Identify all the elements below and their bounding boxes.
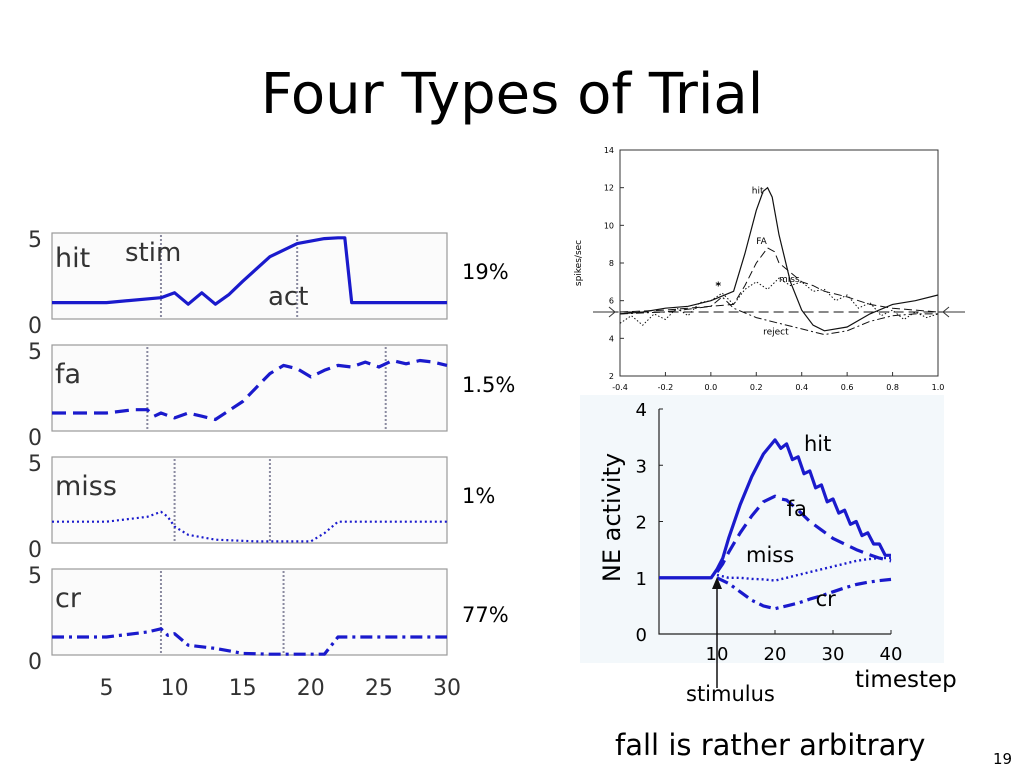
spike-xtick-0: -0.4 <box>612 383 628 392</box>
ne-label-fa: fa <box>787 497 807 521</box>
ne-series-fa <box>715 494 892 574</box>
ne-ytick-0: 0 <box>636 625 647 646</box>
spike-xtick-7: 1.0 <box>932 383 945 392</box>
spike-label-miss: miss <box>779 275 800 285</box>
spike-ytick-4: 4 <box>609 334 614 343</box>
spike-series-hit <box>619 186 939 332</box>
ne-ytick-2: 2 <box>636 513 647 534</box>
baseline-arrow-right <box>942 306 965 318</box>
cr-percentage: 77% <box>462 603 509 627</box>
ne-chart-background <box>580 395 944 663</box>
hit-ytick-0: 0 <box>28 314 42 339</box>
act-annotation: act <box>268 282 308 312</box>
spike-ytick-14: 14 <box>604 146 614 155</box>
xtick-15: 15 <box>229 676 257 701</box>
cr-series-line <box>52 627 447 656</box>
spike-xtick-5: 0.6 <box>841 383 854 392</box>
fa-percentage: 1.5% <box>462 373 516 397</box>
fa-label: fa <box>55 359 81 390</box>
spike-label-hit: hit <box>752 186 764 196</box>
spike-xtick-6: 0.8 <box>886 383 899 392</box>
ne-label-cr: cr <box>816 587 837 611</box>
ne-ylabel: NE activity <box>598 453 626 582</box>
slide-title: Four Types of Trial <box>260 62 764 127</box>
fa-ytick-5: 5 <box>28 340 42 365</box>
spike-label-reject: reject <box>763 328 789 338</box>
ne-xtick-40: 40 <box>880 644 903 665</box>
spike-xtick-1: -0.2 <box>658 383 674 392</box>
hit-ytick-5: 5 <box>28 228 42 253</box>
miss-label: miss <box>55 471 117 502</box>
hit-label: hit <box>55 243 90 274</box>
hit-percentage: 19% <box>462 260 509 284</box>
miss-series-line <box>52 510 447 543</box>
spike-ytick-12: 12 <box>604 184 614 193</box>
xtick-20: 20 <box>297 676 325 701</box>
spike-ytick-8: 8 <box>609 259 614 268</box>
cr-panel-frame <box>51 568 448 656</box>
xtick-10: 10 <box>161 676 189 701</box>
spike-axes-frame <box>619 149 939 377</box>
xtick-25: 25 <box>365 676 393 701</box>
cr-ytick-0: 0 <box>28 650 42 675</box>
stimulus-arrowhead <box>712 576 722 589</box>
stimulus-annotation: stimulus <box>686 682 775 706</box>
miss-ytick-5: 5 <box>28 452 42 477</box>
spike-xtick-2: 0.0 <box>704 383 717 392</box>
cr-ytick-5: 5 <box>28 564 42 589</box>
fa-series-line <box>52 358 448 422</box>
slide-number: 19 <box>993 750 1013 768</box>
fa-ytick-0: 0 <box>28 426 42 451</box>
ne-ytick-1: 1 <box>636 569 647 590</box>
spike-ytick-10: 10 <box>604 221 614 230</box>
miss-ytick-0: 0 <box>28 538 42 563</box>
fa-panel-frame <box>51 344 448 432</box>
spike-label-FA: FA <box>756 237 767 247</box>
ne-label-miss: miss <box>746 543 794 567</box>
ne-xlabel: timestep <box>855 667 957 693</box>
miss-panel-frame <box>51 456 448 544</box>
spike-asterisk: * <box>715 279 721 292</box>
spike-xtick-3: 0.2 <box>750 383 763 392</box>
ne-series-cr <box>716 576 892 611</box>
ne-xtick-20: 20 <box>764 644 787 665</box>
spike-rate-chart: 2 4 6 8 10 12 14 -0.4 -0.2 0.0 0.2 0.4 0.6 0.8 1.0 spik… <box>574 146 965 392</box>
spike-series-reject <box>619 296 938 336</box>
spike-ytick-6: 6 <box>609 297 614 306</box>
spike-ylabel: spikes/sec <box>574 240 584 286</box>
baseline-arrow-left <box>593 306 616 318</box>
spike-rate-plot: 2 4 6 8 10 12 14 -0.4 -0.2 0.0 0.2 0.4 0.6 0.8 1.0 spik… <box>574 146 965 392</box>
ne-ytick-4: 4 <box>636 400 647 421</box>
footer-note: fall is rather arbitrary <box>615 728 926 762</box>
miss-percentage: 1% <box>462 484 496 508</box>
ne-series-hit <box>659 438 891 580</box>
hit-series-line <box>52 236 447 306</box>
xtick-5: 5 <box>99 676 113 701</box>
ne-xtick-30: 30 <box>822 644 845 665</box>
spike-xtick-4: 0.4 <box>795 383 808 392</box>
ne-ytick-3: 3 <box>636 456 647 477</box>
stim-annotation: stim <box>125 238 181 268</box>
ne-label-hit: hit <box>804 432 831 456</box>
xtick-30: 30 <box>433 676 461 701</box>
spike-ytick-2: 2 <box>609 372 614 381</box>
cr-label: cr <box>55 583 82 614</box>
